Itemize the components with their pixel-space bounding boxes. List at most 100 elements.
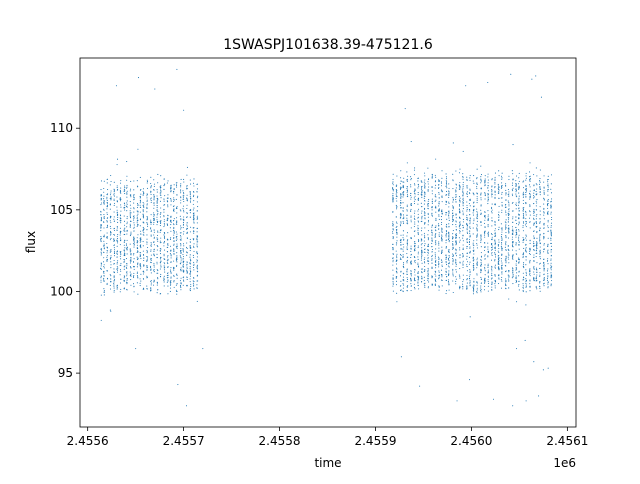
- data-point: [529, 249, 531, 251]
- data-point: [142, 240, 144, 243]
- data-point: [452, 217, 454, 219]
- data-point: [142, 192, 145, 194]
- data-point: [175, 260, 178, 262]
- data-point: [424, 234, 426, 236]
- data-point: [539, 246, 541, 248]
- data-point: [179, 234, 181, 237]
- data-point: [515, 229, 517, 231]
- data-point: [189, 278, 191, 280]
- data-point: [196, 222, 198, 224]
- data-point: [417, 277, 420, 279]
- data-point: [182, 284, 184, 286]
- data-point: [160, 221, 162, 223]
- data-point: [146, 243, 148, 245]
- data-point: [133, 219, 135, 221]
- data-point: [455, 217, 457, 219]
- data-point: [452, 180, 454, 182]
- data-point: [487, 276, 490, 278]
- data-point: [136, 217, 138, 219]
- data-point: [392, 196, 394, 198]
- data-point: [153, 189, 155, 191]
- data-point: [529, 162, 531, 164]
- data-point: [110, 281, 112, 283]
- data-point: [164, 204, 166, 206]
- data-point: [403, 238, 405, 240]
- data-point: [472, 222, 474, 224]
- data-point: [434, 235, 436, 238]
- data-point: [392, 173, 394, 175]
- data-point: [438, 223, 440, 225]
- data-point: [400, 222, 402, 224]
- data-point: [476, 217, 478, 219]
- data-point: [459, 275, 461, 277]
- data-point: [417, 284, 419, 286]
- data-point: [434, 257, 436, 259]
- data-point: [410, 196, 412, 198]
- data-point: [438, 197, 440, 199]
- data-point: [525, 185, 527, 187]
- data-point: [441, 285, 443, 287]
- data-point: [183, 198, 185, 200]
- data-point: [167, 259, 169, 261]
- data-point: [480, 204, 482, 206]
- data-point: [156, 219, 158, 221]
- data-point: [173, 237, 175, 239]
- data-point: [186, 213, 188, 215]
- data-point: [156, 207, 158, 209]
- data-point: [518, 224, 520, 226]
- data-point: [406, 281, 408, 283]
- data-point: [494, 230, 496, 232]
- data-point: [400, 207, 402, 209]
- data-point: [455, 199, 457, 201]
- data-point: [399, 201, 402, 203]
- data-point: [150, 266, 152, 269]
- data-point: [417, 220, 419, 222]
- data-point: [395, 231, 398, 234]
- data-point: [547, 179, 549, 181]
- data-point: [417, 199, 419, 201]
- data-point: [113, 251, 116, 253]
- data-point: [445, 273, 447, 275]
- data-point: [189, 254, 191, 256]
- data-point: [182, 249, 184, 251]
- data-point: [106, 282, 108, 284]
- data-point: [480, 193, 482, 195]
- data-point: [160, 256, 162, 258]
- data-point: [124, 192, 126, 195]
- data-point: [186, 254, 188, 256]
- data-point: [142, 270, 144, 272]
- data-point: [434, 200, 436, 202]
- data-point: [472, 233, 474, 235]
- data-point: [447, 239, 450, 241]
- data-point: [440, 185, 443, 187]
- data-point: [491, 268, 493, 270]
- data-point: [146, 182, 148, 184]
- data-point: [182, 253, 184, 256]
- data-point: [427, 190, 429, 192]
- data-point: [441, 201, 443, 203]
- data-point: [452, 224, 454, 226]
- data-point: [110, 250, 112, 252]
- data-point: [452, 275, 454, 277]
- data-point: [402, 220, 404, 222]
- data-point: [116, 256, 118, 258]
- data-point: [146, 246, 149, 249]
- data-point: [539, 252, 541, 254]
- data-point: [153, 255, 155, 257]
- data-point: [157, 277, 159, 279]
- data-point: [505, 258, 507, 260]
- data-point: [189, 275, 192, 277]
- data-point: [445, 270, 447, 272]
- data-point: [166, 275, 168, 277]
- data-point: [511, 257, 514, 259]
- data-point: [103, 236, 105, 238]
- data-point: [417, 251, 419, 253]
- data-point: [113, 198, 115, 200]
- data-point: [543, 233, 545, 235]
- data-point: [427, 213, 429, 216]
- data-point: [156, 269, 158, 271]
- data-point: [435, 259, 437, 261]
- data-point: [170, 230, 172, 232]
- data-point: [505, 249, 507, 252]
- data-point: [528, 210, 531, 212]
